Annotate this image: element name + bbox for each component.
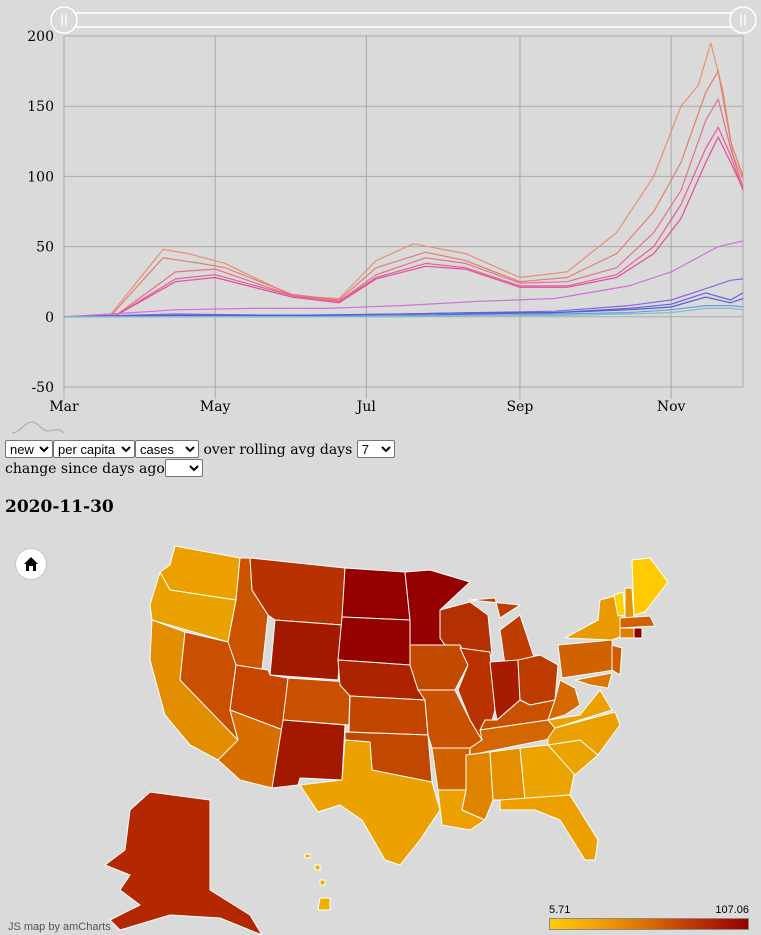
map-credit[interactable]: JS map by amCharts	[8, 921, 111, 933]
state-kansas[interactable]	[348, 695, 429, 736]
state-alaska[interactable]	[104, 791, 263, 935]
x-tick-label: May	[200, 399, 231, 415]
state-ohio[interactable]	[517, 654, 559, 706]
us-choropleth-map[interactable]	[0, 520, 761, 935]
x-tick-label: Nov	[657, 399, 686, 415]
state-new-hampshire[interactable]	[624, 587, 635, 619]
range-track[interactable]	[63, 12, 745, 28]
plot-frame	[63, 35, 744, 388]
x-axis: Mar May Jul Sep Nov	[49, 399, 685, 415]
line-chart: -50 0 50 100 150 200 Mar May Jul Sep Nov	[11, 6, 757, 434]
series-line[interactable]	[63, 296, 744, 318]
series-line[interactable]	[63, 70, 744, 318]
change-label: change since days ago	[5, 461, 165, 477]
change-days-select[interactable]	[164, 459, 203, 477]
state-maine[interactable]	[631, 557, 669, 616]
state-wyoming[interactable]	[269, 619, 343, 681]
x-tick-label: Sep	[507, 399, 534, 415]
rolling-label: over rolling avg days	[203, 442, 353, 458]
legend-min-value: 5.71	[549, 904, 571, 916]
type-select[interactable]: new	[5, 440, 53, 458]
y-tick-label: 0	[45, 310, 54, 326]
chart-controls: new per capita cases over rolling avg days…	[5, 440, 395, 478]
state-pennsylvania[interactable]	[557, 639, 616, 679]
controls-row-2: change since days ago	[5, 459, 395, 478]
state-virginia[interactable]	[547, 689, 613, 729]
state-new-mexico[interactable]	[271, 719, 346, 789]
state-west-virginia[interactable]	[547, 679, 581, 721]
state-hawaii[interactable]	[304, 853, 331, 911]
state-mississippi[interactable]	[461, 751, 494, 821]
metric-select[interactable]: cases	[135, 440, 199, 458]
home-icon	[24, 557, 38, 571]
scale-select[interactable]: per capita	[53, 440, 135, 458]
state-massachusetts[interactable]	[619, 615, 656, 629]
state-florida[interactable]	[499, 794, 599, 861]
controls-row-1: new per capita cases over rolling avg days…	[5, 440, 395, 459]
scrollbar-preview-icon[interactable]	[11, 421, 65, 434]
y-tick-label: 50	[36, 240, 54, 256]
chart-series-group	[63, 42, 744, 318]
state-maryland[interactable]	[574, 672, 613, 689]
rolling-days-select[interactable]: 7	[356, 440, 395, 458]
state-connecticut[interactable]	[619, 627, 635, 639]
state-rhode-island[interactable]	[633, 627, 643, 639]
state-north-dakota[interactable]	[341, 567, 411, 621]
chart-grid	[63, 35, 744, 399]
legend-gradient-bar	[549, 918, 749, 930]
y-tick-label: 100	[27, 169, 54, 185]
series-line[interactable]	[63, 136, 744, 318]
y-tick-label: 200	[27, 29, 54, 45]
x-tick-label: Jul	[355, 399, 377, 415]
series-line[interactable]	[63, 98, 744, 318]
state-south-dakota[interactable]	[337, 616, 411, 666]
series-line[interactable]	[63, 126, 744, 318]
state-iowa[interactable]	[409, 644, 469, 691]
map-home-button[interactable]	[16, 549, 46, 579]
series-line[interactable]	[63, 240, 744, 318]
y-tick-label: -50	[31, 380, 54, 396]
x-tick-label: Mar	[49, 399, 79, 415]
series-line[interactable]	[64, 307, 744, 318]
y-tick-label: 150	[27, 99, 54, 115]
series-line[interactable]	[63, 42, 744, 318]
state-new-jersey[interactable]	[611, 644, 623, 676]
y-axis: -50 0 50 100 150 200	[27, 29, 54, 396]
state-alabama[interactable]	[489, 747, 526, 801]
date-heading: 2020-11-30	[5, 497, 114, 517]
range-handle-left[interactable]	[50, 6, 78, 34]
legend-max-value: 107.06	[715, 904, 749, 916]
range-handle-right[interactable]	[729, 6, 757, 34]
state-arkansas[interactable]	[431, 747, 471, 791]
state-texas[interactable]	[299, 739, 441, 866]
